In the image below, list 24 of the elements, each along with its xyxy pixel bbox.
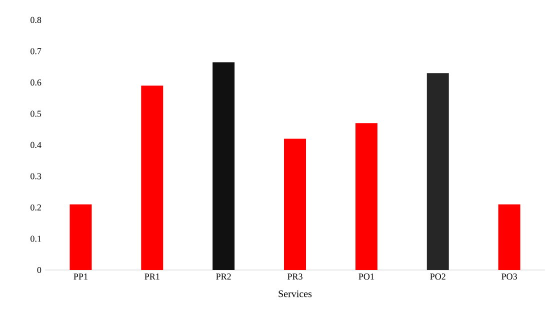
x-tick-label: PO2 xyxy=(430,274,446,280)
x-tick-label: PR3 xyxy=(288,274,302,280)
y-tick-label: 0.2 xyxy=(30,204,41,211)
y-tick-label: 0.1 xyxy=(30,236,41,242)
y-tick-label: 0 xyxy=(37,266,42,274)
bar xyxy=(498,204,520,270)
bar xyxy=(355,123,378,270)
bar xyxy=(70,204,92,270)
bar xyxy=(212,62,235,270)
x-tick-label: PO1 xyxy=(358,274,374,280)
bar xyxy=(284,138,306,270)
x-tick-label: PO3 xyxy=(502,274,517,280)
y-tick-label: 0.7 xyxy=(30,48,42,54)
y-tick-label: 0.8 xyxy=(30,16,42,24)
bar xyxy=(141,86,164,270)
x-tick-label: PR1 xyxy=(144,274,160,280)
y-tick-label: 0.3 xyxy=(30,173,42,180)
bar xyxy=(426,73,449,270)
x-tick-label: PP1 xyxy=(74,274,88,280)
y-tick-label: 0.4 xyxy=(30,142,42,148)
x-tick-label: PR2 xyxy=(216,274,231,280)
y-tick-label: 0.6 xyxy=(30,79,42,86)
x-axis-title: Services xyxy=(278,290,312,298)
y-tick-label: 0.5 xyxy=(30,110,42,117)
